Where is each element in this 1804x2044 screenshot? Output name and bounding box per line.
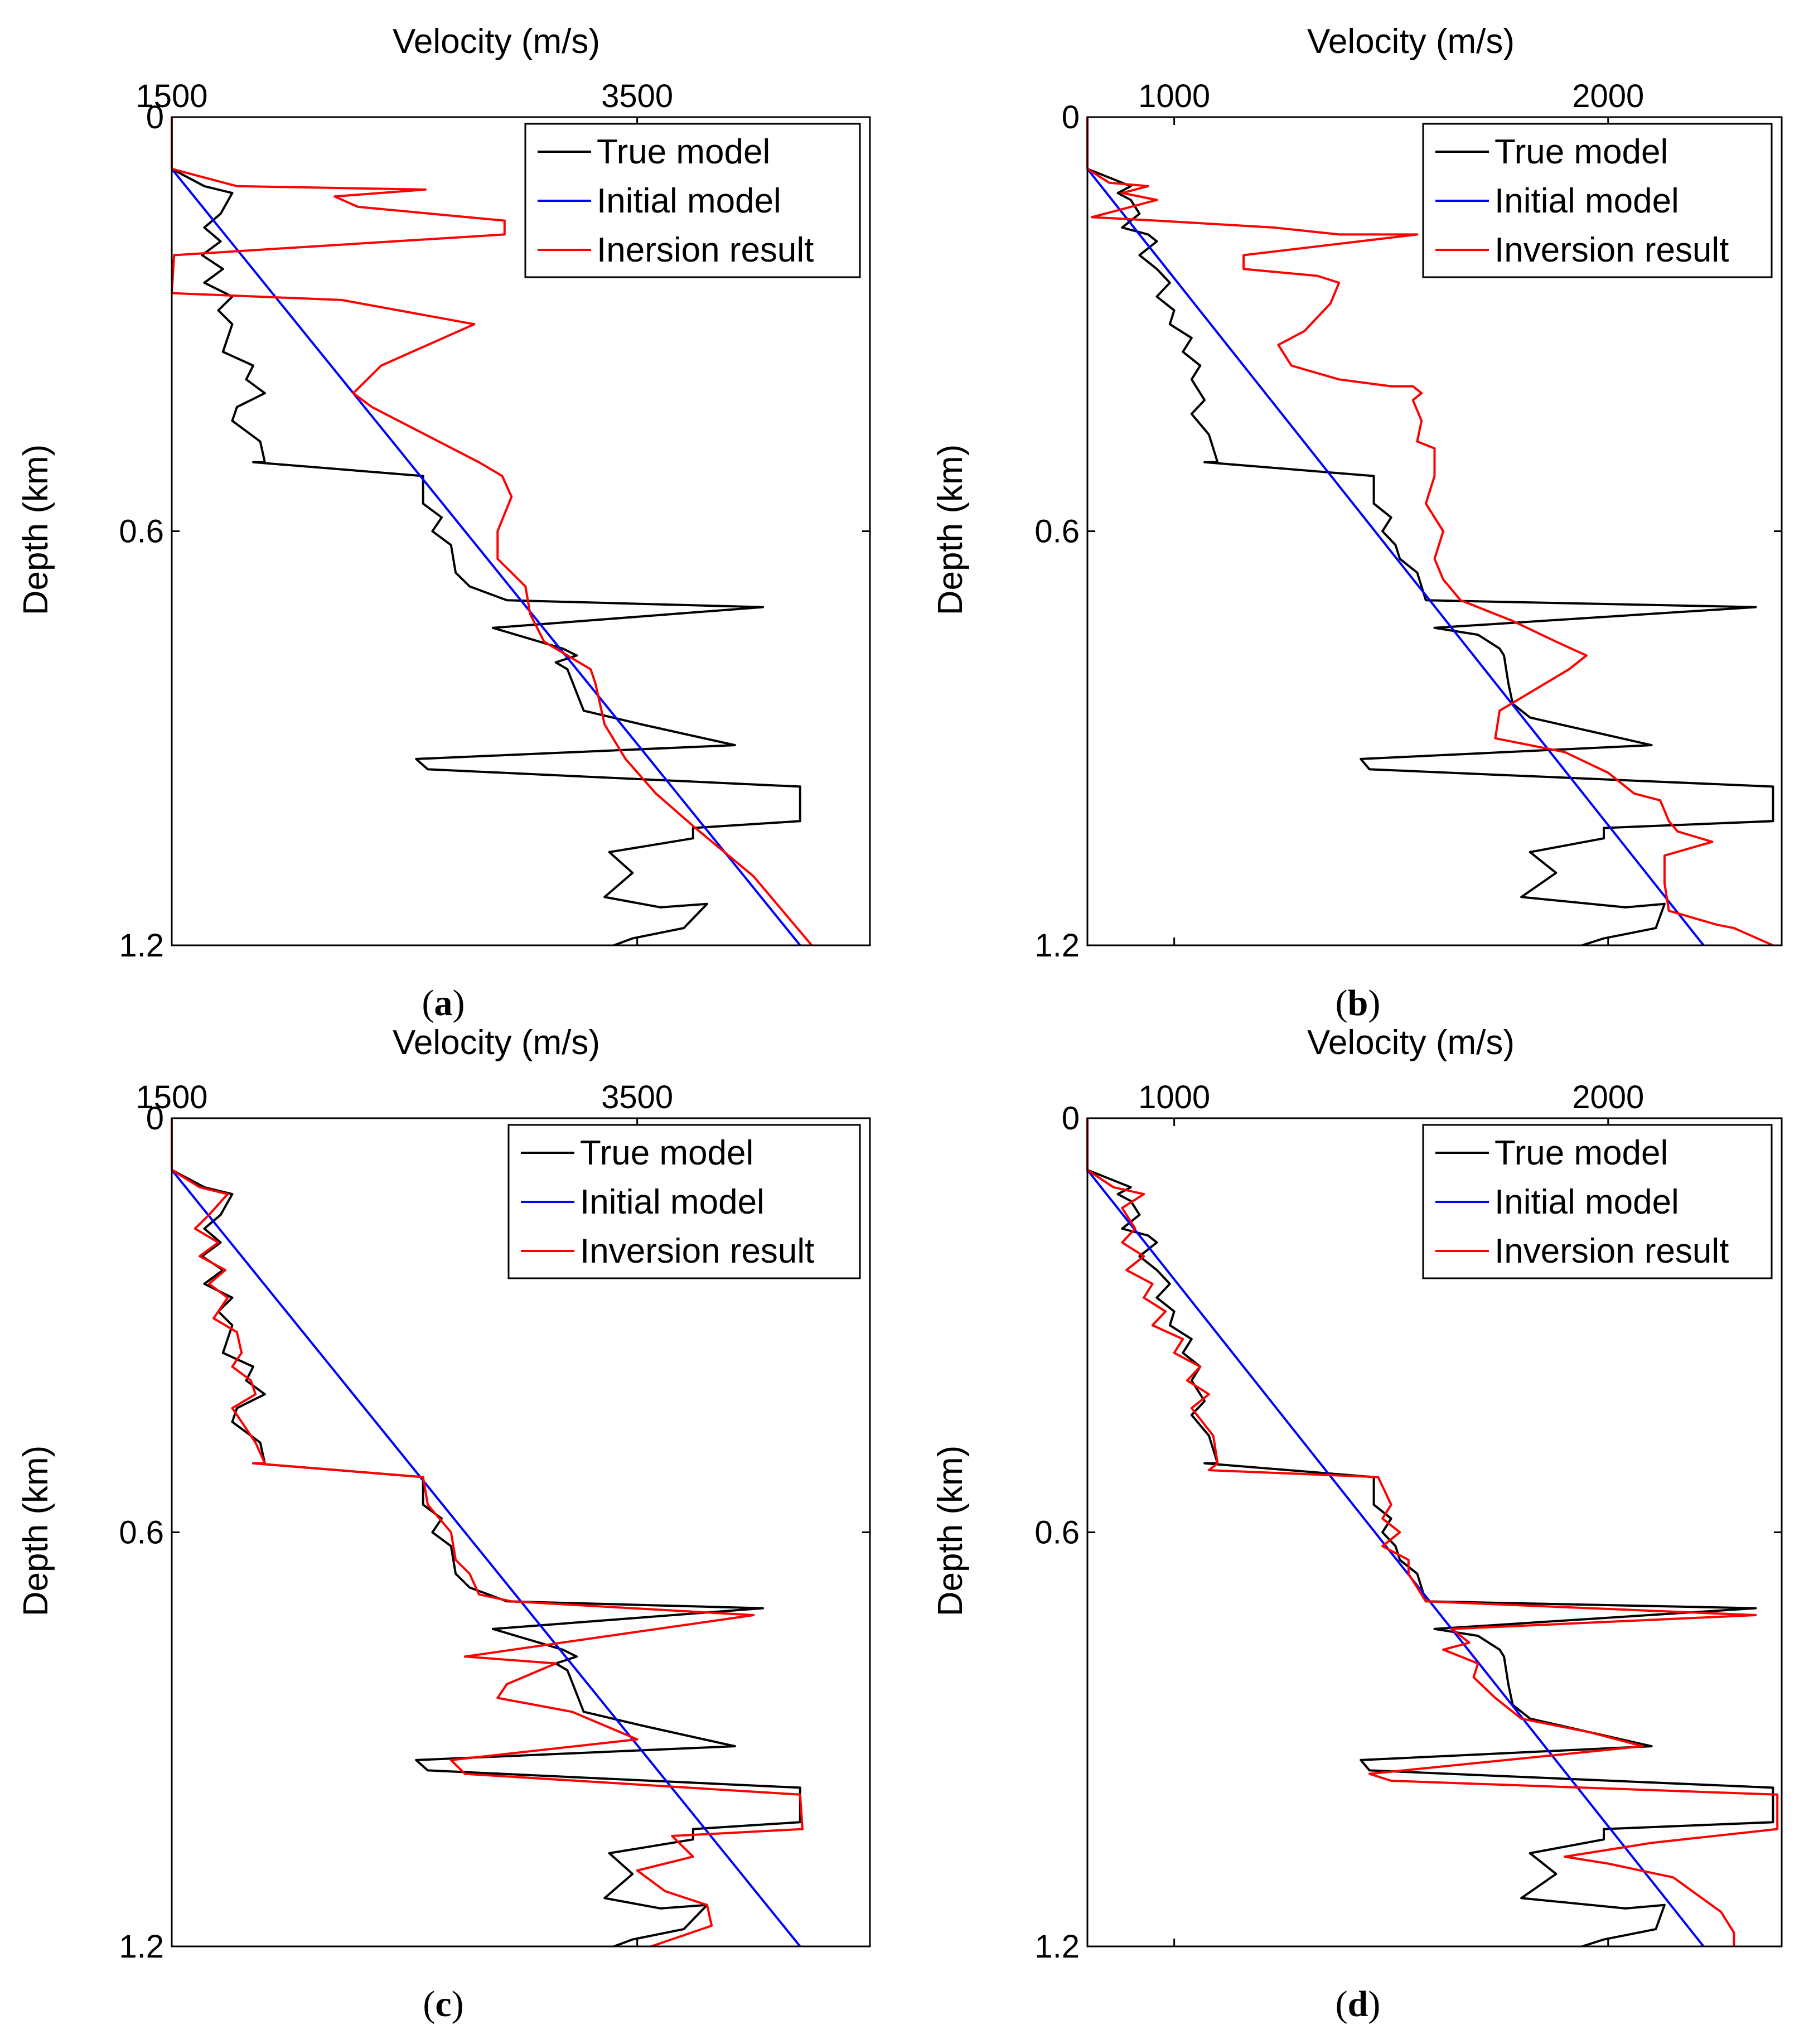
y-tick-label: 0.6 — [119, 514, 164, 550]
y-tick-label: 0 — [1062, 99, 1080, 136]
x-axis-title: Velocity (m/s) — [1307, 22, 1515, 61]
legend-label-initial-model: Initial model — [580, 1183, 765, 1221]
x-tick-label: 1000 — [1138, 1079, 1210, 1115]
legend-label-true-model: True model — [1495, 1134, 1668, 1172]
plot-area-a: 1500 3500 0 0.6 1.2 True model Initial model In… — [119, 78, 871, 964]
legend-label-initial-model: Initial model — [1495, 1183, 1679, 1221]
y-tick-label: 1.2 — [119, 927, 164, 964]
series-line-inversion-result — [171, 1118, 804, 1948]
panel-b: Velocity (m/s) Depth (km) 1000 2000 0 0.6 1.… — [931, 22, 1783, 1023]
panel-d: Velocity (m/s) Depth (km) 1000 2000 0 0.6 1.… — [931, 1023, 1783, 2024]
series-line-inersion-result — [171, 117, 813, 946]
panel-caption-c: (c) — [423, 1984, 463, 2024]
x-tick-label: 3500 — [601, 1079, 673, 1115]
x-tick-label: 2000 — [1572, 78, 1644, 114]
y-tick-label: 1.2 — [1034, 1929, 1080, 1965]
legend-label-inersion-result: Inersion result — [597, 231, 814, 269]
panel-caption-letter: b — [1348, 983, 1368, 1023]
series-line-inversion-result — [1086, 117, 1774, 946]
series-line-true-model — [171, 117, 801, 946]
y-tick-label: 1.2 — [119, 1929, 164, 1965]
y-axis-title: Depth (km) — [931, 1446, 970, 1617]
legend-label-initial-model: Initial model — [1495, 182, 1679, 220]
x-tick-label: 1000 — [1138, 78, 1210, 114]
x-axis-title: Velocity (m/s) — [393, 22, 600, 61]
panel-caption-b: (b) — [1336, 983, 1381, 1023]
panel-caption-letter: c — [435, 1984, 451, 2024]
plot-area-b: 1000 2000 0 0.6 1.2 True model Initial model In… — [1034, 78, 1783, 964]
plot-area-d: 1000 2000 0 0.6 1.2 True model Initial model In… — [1034, 1079, 1783, 1965]
y-tick-label: 0.6 — [119, 1515, 164, 1551]
panel-caption-d: (d) — [1336, 1984, 1381, 2024]
x-tick-label: 1500 — [136, 78, 207, 114]
y-tick-label: 0 — [146, 1100, 164, 1137]
legend-label-true-model: True model — [597, 133, 770, 171]
x-tick-label: 3500 — [601, 78, 673, 114]
panel-caption-letter: d — [1348, 1984, 1368, 2024]
legend-label-inversion-result: Inversion result — [1495, 1232, 1729, 1270]
legend-label-inversion-result: Inversion result — [580, 1232, 814, 1270]
plot-area-c: 1500 3500 0 0.6 1.2 True model Initial model In… — [119, 1079, 871, 1965]
y-tick-label: 0 — [1062, 1100, 1080, 1137]
x-tick-label: 1500 — [136, 1079, 207, 1115]
y-tick-label: 0.6 — [1034, 1515, 1080, 1551]
panel-caption-a: (a) — [422, 983, 465, 1023]
x-axis-title: Velocity (m/s) — [1307, 1023, 1515, 1062]
x-tick-label: 2000 — [1572, 1079, 1644, 1115]
legend-label-true-model: True model — [580, 1134, 753, 1172]
panel-a: Velocity (m/s) Depth (km) 1500 3500 0 0.6 1.… — [17, 22, 871, 1023]
legend-label-true-model: True model — [1495, 133, 1668, 171]
series-line-true-model — [1086, 1118, 1774, 1948]
panel-c: Velocity (m/s) Depth (km) 1500 3500 0 0.6 1.… — [17, 1023, 871, 2024]
panel-caption-letter: a — [434, 983, 453, 1023]
series-line-true-model — [171, 1118, 801, 1948]
y-axis-title: Depth (km) — [17, 444, 55, 616]
y-tick-label: 0.6 — [1034, 514, 1080, 550]
x-axis-title: Velocity (m/s) — [393, 1023, 600, 1062]
series-line-inversion-result — [1086, 1118, 1779, 1946]
series-line-true-model — [1086, 117, 1774, 946]
y-axis-title: Depth (km) — [17, 1446, 55, 1617]
y-tick-label: 0 — [146, 99, 164, 136]
legend-label-initial-model: Initial model — [597, 182, 781, 220]
y-axis-title: Depth (km) — [931, 444, 970, 616]
legend-label-inversion-result: Inversion result — [1495, 231, 1729, 269]
y-tick-label: 1.2 — [1034, 927, 1080, 964]
